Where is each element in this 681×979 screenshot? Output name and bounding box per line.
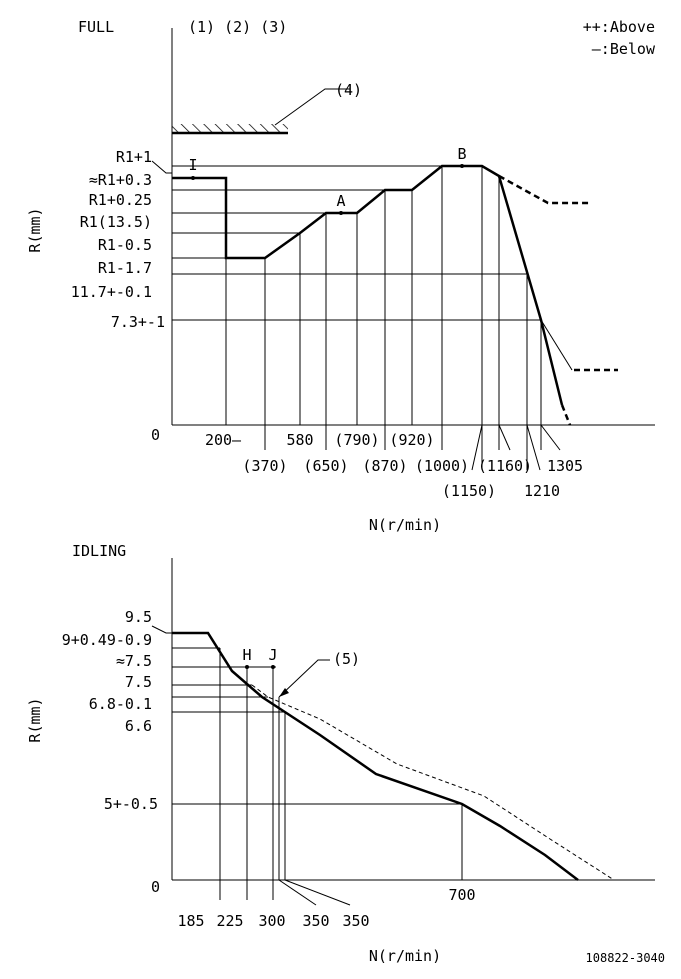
- callout-5: (5): [333, 650, 360, 668]
- y-axis-label: R(mm): [26, 207, 44, 252]
- full-chart: FULL (1) (2) (3) ++:Above —:Below (4): [26, 18, 656, 534]
- full-curve: [172, 164, 564, 406]
- callout-4-leader: [274, 88, 350, 126]
- x-label: (370): [242, 457, 287, 475]
- y-label: 9.5: [125, 608, 152, 626]
- y-label: 11.7+-0.1: [71, 283, 152, 301]
- callout-5-arrow: [279, 688, 289, 697]
- point-a: A: [336, 192, 345, 210]
- x-label: (1150): [442, 482, 496, 500]
- leader: [526, 424, 541, 471]
- y-label: 6.8-0.1: [89, 695, 152, 713]
- leader: [151, 625, 172, 634]
- y-label: R1+0.25: [89, 191, 152, 209]
- callout-5-leader: [278, 659, 330, 698]
- full-title: FULL: [78, 18, 114, 36]
- idling-chart: IDLING H J (5) 9.5 9+0.49-0.: [26, 542, 655, 965]
- x-label: (870): [362, 457, 407, 475]
- x-label: 1305: [547, 457, 583, 475]
- y-label: ≈R1+0.3: [89, 171, 152, 189]
- leader: [278, 879, 317, 906]
- point-j: J: [268, 646, 277, 664]
- x-label: 200—: [205, 431, 242, 449]
- point-b: B: [457, 145, 466, 163]
- point-i-marker: [191, 176, 195, 180]
- x-label: 350: [302, 912, 329, 930]
- y-label: R1-0.5: [98, 236, 152, 254]
- y-label: R1-1.7: [98, 259, 152, 277]
- legend-above: ++:Above: [583, 18, 655, 36]
- x-label: (1160): [478, 457, 532, 475]
- x-label: 350: [342, 912, 369, 930]
- idling-curve: [172, 631, 579, 881]
- x-axis-label: N(r/min): [369, 516, 441, 534]
- full-curve-above-2: [540, 319, 573, 371]
- origin-label: 0: [151, 426, 160, 444]
- leader: [498, 424, 511, 451]
- x-label: 300: [258, 912, 285, 930]
- y-axis-label: R(mm): [26, 697, 44, 742]
- point-a-marker: [339, 211, 343, 215]
- x-label: 700: [448, 886, 475, 904]
- y-label: R1+1: [116, 148, 152, 166]
- idling-curve-upper: [251, 684, 615, 881]
- point-h: H: [242, 646, 251, 664]
- full-curve-tail: [560, 404, 572, 426]
- stop-hatch: [172, 124, 288, 132]
- point-i: I: [188, 156, 197, 174]
- x-label: 185: [177, 912, 204, 930]
- y-label: ≈7.5: [116, 652, 152, 670]
- x-label: 580: [286, 431, 313, 449]
- origin-label: 0: [151, 878, 160, 896]
- full-conditions: (1) (2) (3): [188, 18, 287, 36]
- x-axis-label: N(r/min): [369, 947, 441, 965]
- legend-below: —:Below: [592, 40, 656, 58]
- idling-title: IDLING: [72, 542, 126, 560]
- y-label: R1(13.5): [80, 213, 152, 231]
- x-label: (920): [389, 431, 434, 449]
- x-label: (650): [303, 457, 348, 475]
- drawing-number: 108822-3040: [586, 951, 665, 965]
- y-label: 7.3+-1: [111, 313, 165, 331]
- y-label: 7.5: [125, 673, 152, 691]
- point-h-marker: [245, 665, 249, 669]
- leader: [284, 879, 351, 906]
- callout-4: (4): [335, 81, 362, 99]
- full-curve-above: [498, 174, 592, 205]
- y-label: 6.6: [125, 717, 152, 735]
- leader: [471, 424, 483, 471]
- leader: [151, 160, 172, 174]
- x-label: (790): [334, 431, 379, 449]
- x-label: 225: [216, 912, 243, 930]
- y-label: 9+0.49-0.9: [62, 631, 152, 649]
- point-b-marker: [460, 164, 464, 168]
- point-j-marker: [271, 665, 275, 669]
- leader: [540, 424, 561, 451]
- x-label: (1000): [415, 457, 469, 475]
- x-label: 1210: [524, 482, 560, 500]
- y-label: 5+-0.5: [104, 795, 158, 813]
